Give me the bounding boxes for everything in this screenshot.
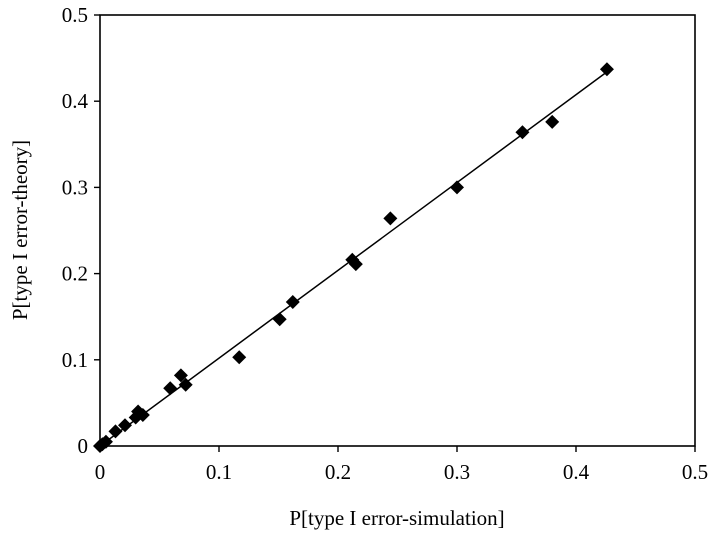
- plot-area: [99, 14, 696, 447]
- data-point: [117, 418, 132, 433]
- y-tick-label: 0.4: [62, 89, 89, 113]
- data-point: [98, 434, 113, 449]
- data-point: [173, 368, 188, 383]
- x-tick-label: 0.4: [563, 460, 590, 484]
- data-point: [178, 377, 193, 392]
- x-tick-label: 0.3: [444, 460, 470, 484]
- x-axis-ticks: 0 0.1 0.2 0.3 0.4 0.5: [95, 446, 708, 484]
- y-tick-label: 0.1: [62, 348, 88, 372]
- x-tick-label: 0.5: [682, 460, 708, 484]
- data-point: [272, 312, 287, 327]
- x-axis-title: P[type I error-simulation]: [289, 506, 504, 530]
- data-point: [599, 62, 614, 77]
- data-point: [545, 114, 560, 129]
- data-points: [93, 62, 614, 453]
- y-tick-label: 0: [78, 434, 89, 458]
- y-axis-ticks: 0 0.1 0.2 0.3 0.4 0.5: [62, 3, 100, 458]
- data-point: [163, 381, 178, 396]
- data-point: [285, 295, 300, 310]
- y-tick-label: 0.3: [62, 175, 88, 199]
- y-tick-label: 0.5: [62, 3, 88, 27]
- x-tick-label: 0.1: [206, 460, 232, 484]
- data-point: [383, 211, 398, 226]
- y-tick-label: 0.2: [62, 262, 88, 286]
- data-point: [515, 125, 530, 140]
- data-point: [348, 257, 363, 272]
- y-axis-title: P[type I error-theory]: [8, 140, 32, 320]
- data-point: [135, 407, 150, 422]
- data-point: [108, 424, 123, 439]
- data-point: [232, 350, 247, 365]
- x-tick-label: 0: [95, 460, 106, 484]
- x-tick-label: 0.2: [325, 460, 351, 484]
- data-point: [450, 180, 464, 195]
